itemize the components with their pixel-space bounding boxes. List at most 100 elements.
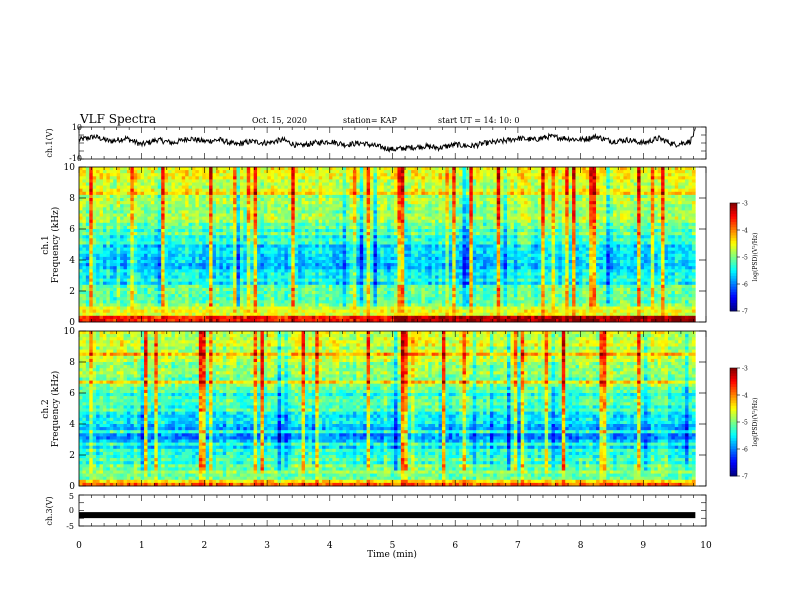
spectrogram-cell [270,204,275,208]
spectrogram-cell [185,207,189,211]
spectrogram-cell [513,235,518,239]
spectrogram-cell [236,216,241,220]
spectrogram-cell [435,225,439,230]
spectrogram-cell [318,198,323,202]
spectrogram-cell [438,238,443,242]
spectrogram-cell [363,188,367,193]
spectrogram-cell [438,204,443,208]
spectrogram-cell [116,232,121,236]
spectrogram-cell [229,173,234,177]
spectrogram-cell [198,216,203,220]
spectrogram-cell [544,241,549,245]
spectrogram-cell [92,179,97,183]
spectrogram-cell [582,182,587,186]
spectrogram-cell [140,213,145,217]
spectrogram-cell [363,201,367,205]
spectrogram-cell [455,182,460,186]
spectrogram-cell [537,219,542,224]
spectrogram-cell [544,188,549,193]
spectrogram-cell [99,213,104,217]
spectrogram-cell [260,204,265,208]
spectrogram-cell [239,216,244,220]
spectrogram-cell [517,225,522,230]
spectrogram-cell [441,229,446,233]
spectrogram-cell [486,204,491,208]
spectrogram-cell [654,170,658,174]
spectrogram-cell [541,207,545,211]
spectrogram-cell [596,241,600,245]
spectrogram-cell [246,207,251,211]
spectrogram-cell [82,219,87,224]
spectrogram-cell [154,191,159,196]
spectrogram-cell [147,173,152,177]
spectrogram-cell [414,210,419,214]
spectrogram-cell [640,229,645,233]
spectrogram-cell [681,238,686,242]
spectrogram-cell [400,204,405,208]
spectrogram-cell [534,232,539,236]
spectrogram-cell [188,225,193,230]
spectrogram-cell [144,170,148,174]
spectrogram-cell [89,213,93,217]
spectrogram-cell [157,235,162,239]
spectrogram-cell [96,250,100,255]
spectrogram-cell [373,179,378,183]
spectrogram-cell [274,198,278,202]
spectrogram-cell [537,176,542,180]
spectrogram-cell [233,222,237,227]
spectrogram-cell [219,216,224,220]
spectrogram-cell [424,213,429,217]
spectrogram-cell [192,216,196,220]
spectrogram-cell [239,182,244,186]
spectrogram-cell [489,170,494,174]
spectrogram-cell [647,235,652,239]
spectrogram-cell [688,244,693,248]
spectrogram-cell [606,241,611,245]
spectrogram-cell [99,244,104,248]
spectrogram-cell [178,201,183,205]
spectrogram-cell [524,173,528,177]
spectrogram-cell [465,185,470,189]
spectrogram-cell [212,173,217,177]
spectrogram-cell [544,235,549,239]
spectrogram-cell [120,185,124,189]
spectrogram-cell [637,204,641,208]
spectrogram-cell [164,185,169,189]
spectrogram-cell [688,176,693,180]
spectrogram-cell [469,222,474,227]
spectrogram-cell [565,167,569,171]
spectrogram-cell [147,179,152,183]
spectrogram-cell [448,222,453,227]
spectrogram-cell [380,207,385,211]
spectrogram-cell [417,213,422,217]
spectrogram-cell [678,219,682,224]
spectrogram-cell [609,185,614,189]
spectrogram-cell [438,213,443,217]
spectrogram-cell [534,173,539,177]
spectrogram-cell [623,229,628,233]
spectrogram-cell [349,179,354,183]
spectrogram-cell [558,213,563,217]
spectrogram-cell [311,229,316,233]
spectrogram-cell [688,216,693,220]
spectrogram-cell [311,201,316,205]
spectrogram-cell [411,170,415,174]
spectrogram-cell [510,244,515,248]
spectrogram-cell [650,188,655,193]
spectrogram-cell [96,188,100,193]
spectrogram-cell [500,185,504,189]
spectrogram-cell [472,244,477,248]
spectrogram-cell [164,219,169,224]
spectrogram-cell [304,167,309,171]
spectrogram-cell [168,185,172,189]
spectrogram-cell [287,244,292,248]
spectrogram-cell [486,185,491,189]
spectrogram-cell [144,188,148,193]
spectrogram-cell [462,188,467,193]
spectrogram-cell [222,204,227,208]
spectrogram-cell [465,247,470,251]
spectrogram-cell [510,188,515,193]
spectrogram-cell [332,204,337,208]
spectrogram-cell [342,167,347,171]
spectrogram-cell [106,238,111,242]
